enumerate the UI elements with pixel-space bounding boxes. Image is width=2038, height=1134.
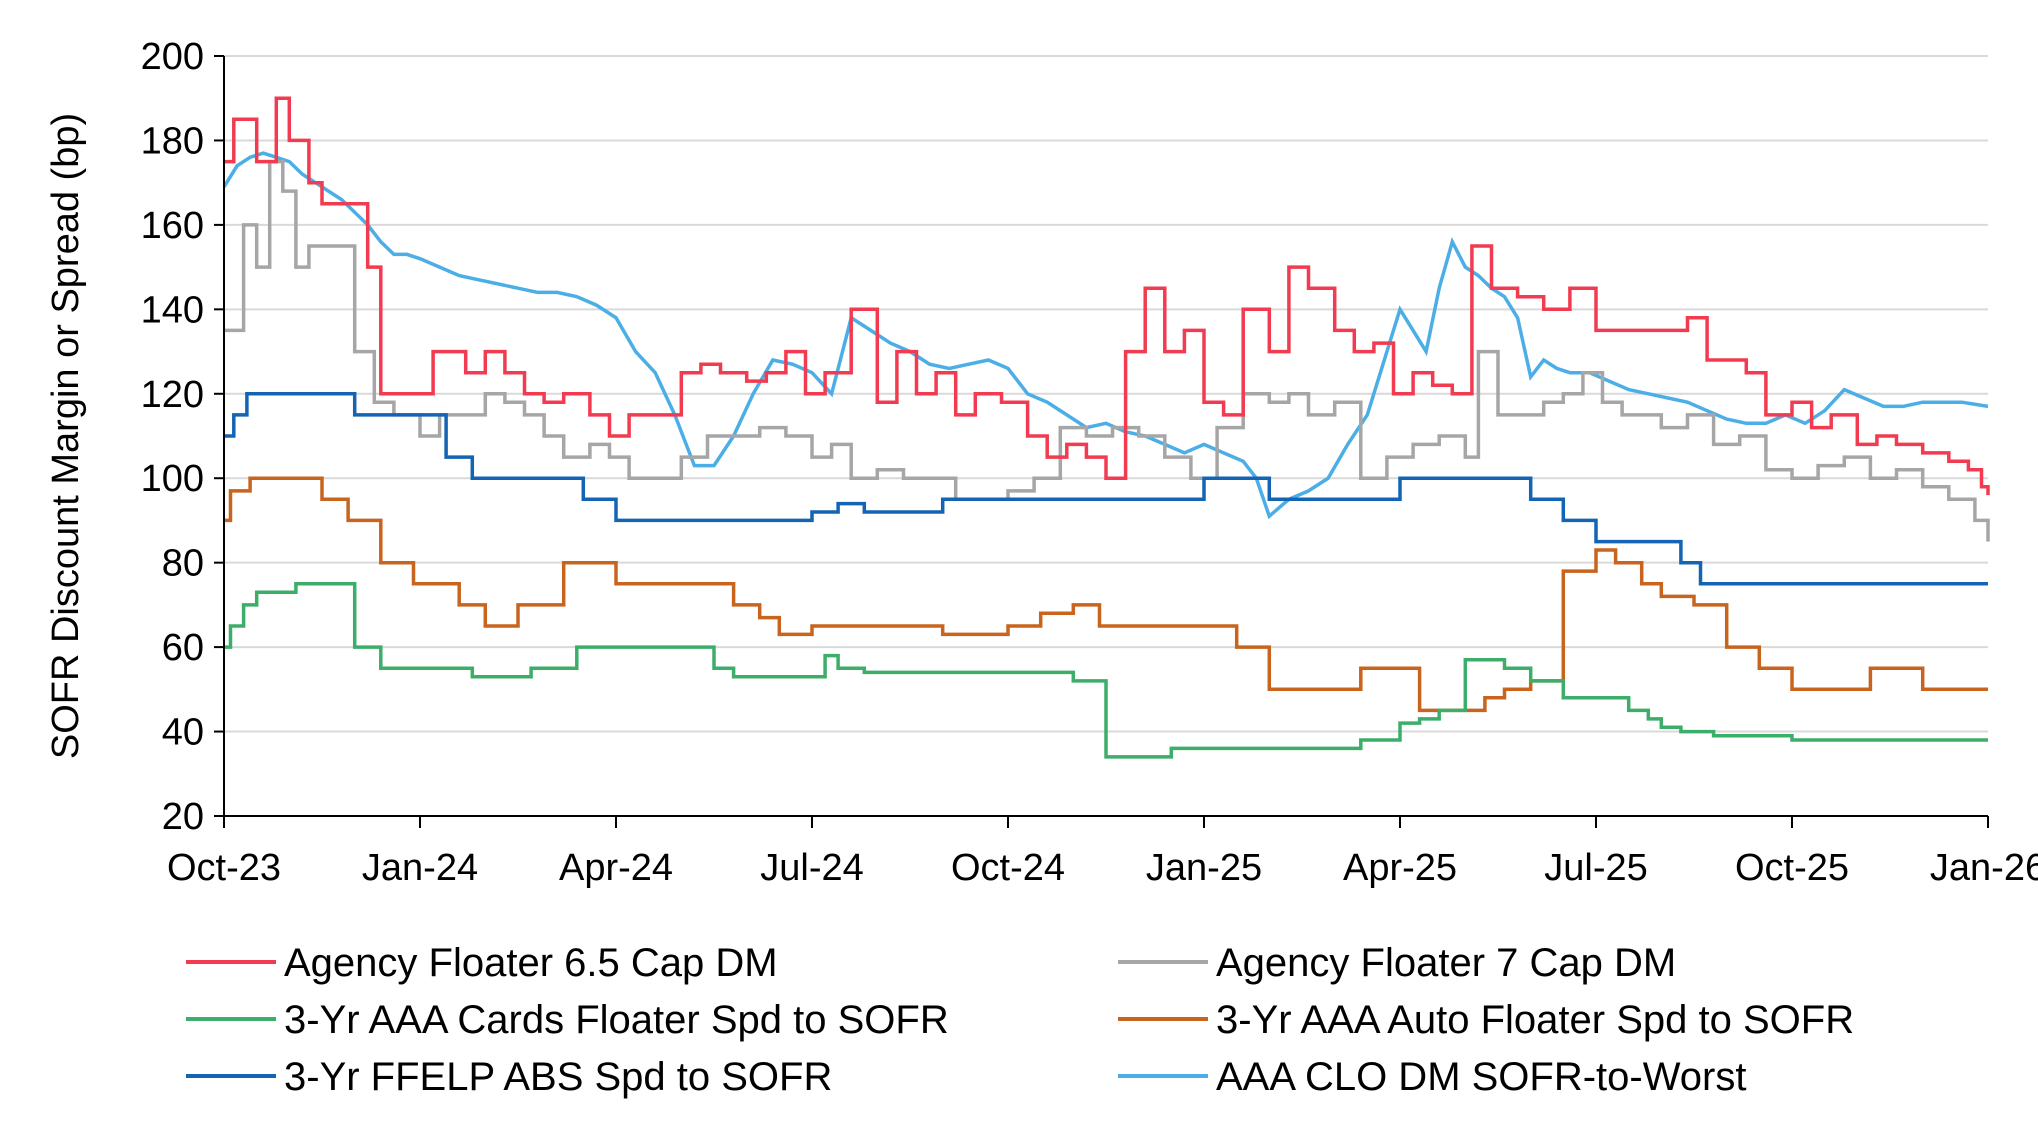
legend-label: 3-Yr FFELP ABS Spd to SOFR (284, 1055, 832, 1099)
y-axis-ticks: 20 40 60 80 100 120 140 160 180 200 (141, 36, 224, 838)
series-line (224, 582, 1988, 759)
x-tick-label: Jan-26 (1930, 847, 2038, 889)
x-tick-label: Jul-25 (1544, 847, 1648, 889)
legend: Agency Floater 6.5 Cap DM Agency Floater … (186, 941, 1854, 1099)
y-tick-label: 180 (141, 120, 204, 162)
x-tick-label: Oct-24 (951, 847, 1065, 889)
x-axis-ticks: Oct-23 Jan-24 Apr-24 Jul-24 Oct-24 Jan-25 Apr-… (167, 816, 2038, 889)
legend-label: 3-Yr AAA Cards Floater Spd to SOFR (284, 998, 949, 1042)
axes (223, 56, 1988, 817)
series-line (224, 96, 1990, 496)
series-line (224, 159, 1990, 542)
y-tick-label: 100 (141, 458, 204, 500)
legend-label: AAA CLO DM SOFR-to-Worst (1216, 1055, 1746, 1099)
x-tick-label: Apr-25 (1343, 847, 1457, 889)
y-tick-label: 200 (141, 36, 204, 78)
legend-label: 3-Yr AAA Auto Floater Spd to SOFR (1216, 998, 1854, 1042)
series-line (222, 151, 1989, 520)
y-tick-label: 80 (162, 543, 204, 585)
legend-label: Agency Floater 7 Cap DM (1216, 941, 1676, 985)
x-tick-label: Jan-25 (1146, 847, 1262, 889)
y-tick-label: 140 (141, 289, 204, 331)
series-line (224, 392, 1988, 586)
y-tick-label: 60 (162, 627, 204, 669)
legend-label: Agency Floater 6.5 Cap DM (284, 941, 778, 985)
series-lines (222, 96, 1990, 759)
y-tick-label: 160 (141, 205, 204, 247)
x-tick-label: Jan-24 (362, 847, 478, 889)
y-tick-label: 40 (162, 712, 204, 754)
x-tick-label: Jul-24 (760, 847, 864, 889)
x-tick-label: Oct-25 (1735, 847, 1849, 889)
y-tick-label: 120 (141, 374, 204, 416)
series-line (224, 476, 1988, 713)
y-axis-title: SOFR Discount Margin or Spread (bp) (45, 113, 87, 759)
x-tick-label: Oct-23 (167, 847, 281, 889)
y-tick-label: 20 (162, 796, 204, 838)
x-tick-label: Apr-24 (559, 847, 673, 889)
